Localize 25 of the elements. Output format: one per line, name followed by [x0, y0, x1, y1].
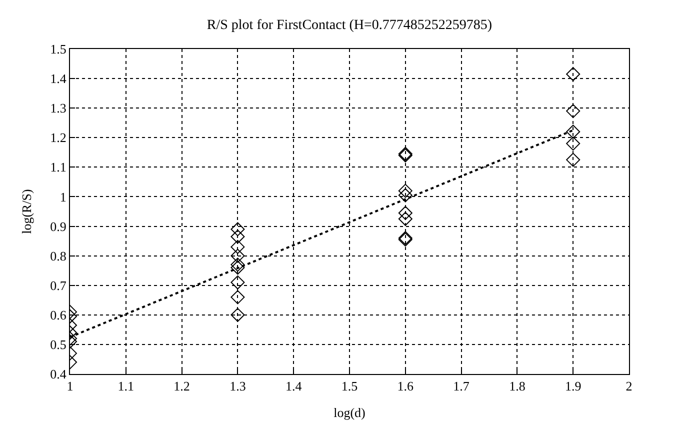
y-tick-label: 0.9 [50, 218, 66, 234]
x-tick-label: 1.8 [509, 378, 526, 394]
chart-title: R/S plot for FirstContact (H=0.777485252259785) [206, 18, 492, 34]
x-tick-label: 1.2 [174, 378, 190, 394]
x-tick-label: 1.1 [118, 378, 134, 394]
y-tick-label: 1.1 [50, 160, 66, 175]
y-tick-label: 0.6 [50, 307, 67, 322]
x-tick-label: 1.4 [285, 378, 302, 394]
y-tick-label: 1 [60, 189, 66, 204]
y-tick-label: 1.3 [50, 100, 66, 116]
y-tick-label: 0.8 [50, 248, 66, 264]
x-tick-label: 1.7 [453, 378, 470, 394]
y-axis-title: log(R/S) [19, 189, 34, 234]
x-tick-label: 1.6 [397, 378, 414, 394]
x-tick-label: 1.3 [230, 378, 246, 394]
y-tick-label: 0.4 [50, 366, 67, 382]
y-tick-label: 1.4 [50, 71, 67, 86]
x-tick-label: 1.9 [564, 378, 582, 394]
y-tick-label: 0.7 [50, 278, 67, 293]
x-axis-title: log(d) [334, 405, 366, 420]
y-tick-label: 1.5 [50, 42, 66, 57]
y-tick-label: 1.2 [50, 130, 66, 146]
x-tick-label: 2 [626, 378, 632, 394]
y-tick-label: 0.5 [50, 337, 66, 352]
x-tick-label: 1.5 [341, 378, 358, 394]
